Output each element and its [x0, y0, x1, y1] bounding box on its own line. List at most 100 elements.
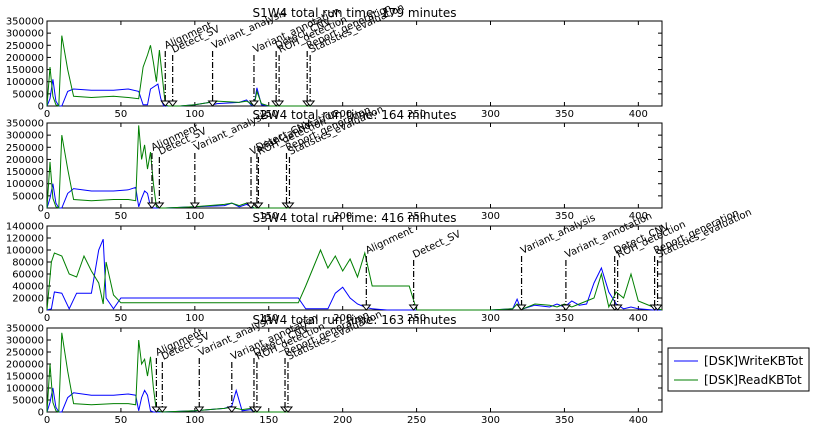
- y-tick-label: 0: [38, 204, 44, 215]
- y-tick-label: 40000: [12, 282, 44, 293]
- event-arrow-icon: [251, 406, 262, 413]
- event-arrow-icon: [151, 406, 162, 413]
- x-tick-label: 200: [333, 211, 352, 222]
- event-arrow-icon: [189, 202, 200, 209]
- y-tick-label: 350000: [6, 17, 44, 28]
- x-tick-label: 350: [555, 211, 574, 222]
- y-tick-label: 250000: [6, 143, 44, 154]
- subplot-title: S3W4 total run time: 416 minutes: [252, 211, 456, 225]
- y-tick-label: 200000: [6, 155, 44, 166]
- x-tick-label: 200: [333, 313, 352, 324]
- legend-box: [667, 347, 810, 392]
- x-tick-label: 50: [115, 211, 128, 222]
- x-tick-label: 150: [259, 211, 278, 222]
- legend: [DSK]WriteKBTot [DSK]ReadKBTot: [667, 347, 810, 392]
- x-tick-label: 400: [629, 415, 648, 426]
- y-tick-label: 100000: [6, 77, 44, 88]
- x-tick-label: 100: [185, 313, 204, 324]
- y-tick-label: 0: [38, 102, 44, 113]
- x-tick-label: 50: [115, 313, 128, 324]
- y-tick-label: 140000: [6, 222, 44, 233]
- y-tick-label: 50000: [12, 191, 44, 202]
- y-tick-label: 150000: [6, 65, 44, 76]
- event-arrow-icon: [194, 406, 205, 413]
- subplot-1: 0500001000001500002000002500003000003500…: [6, 2, 663, 120]
- y-tick-label: 100000: [6, 179, 44, 190]
- y-tick-label: 20000: [12, 294, 44, 305]
- y-tick-label: 0: [38, 408, 44, 419]
- event-arrow-icon: [612, 304, 623, 311]
- event-arrow-icon: [274, 100, 285, 107]
- subplot-title: S4W4 total run time: 163 minutes: [252, 313, 456, 327]
- x-tick-label: 100: [185, 211, 204, 222]
- x-tick-label: 150: [259, 313, 278, 324]
- y-tick-label: 200000: [6, 360, 44, 371]
- event-arrow-icon: [167, 100, 178, 107]
- event-arrow-icon: [207, 100, 218, 107]
- x-tick-label: 400: [629, 313, 648, 324]
- event-arrow-icon: [282, 406, 294, 413]
- event-arrow-icon: [361, 304, 372, 311]
- y-tick-label: 0: [38, 306, 44, 317]
- event-arrow-icon: [652, 304, 663, 311]
- y-tick-label: 300000: [6, 29, 44, 40]
- plot-area: [46, 225, 663, 311]
- y-tick-label: 50000: [12, 396, 44, 407]
- subplot-3: 0200004000060000800001000001200001400000…: [6, 207, 754, 324]
- x-tick-label: 300: [481, 313, 500, 324]
- legend-label: [DSK]ReadKBTot: [704, 373, 802, 387]
- event-arrow-icon: [154, 202, 165, 209]
- event-arrow-icon: [516, 304, 527, 311]
- event-arrow-icon: [284, 202, 295, 209]
- x-tick-label: 400: [629, 109, 648, 120]
- x-tick-label: 200: [333, 109, 352, 120]
- x-tick-label: 0: [44, 109, 50, 120]
- event-arrow-icon: [157, 406, 168, 413]
- x-tick-label: 250: [407, 313, 426, 324]
- event-arrow-icon: [560, 304, 571, 311]
- x-tick-label: 0: [44, 313, 50, 324]
- y-tick-label: 350000: [6, 119, 44, 130]
- x-tick-label: 250: [407, 109, 426, 120]
- x-tick-label: 250: [407, 211, 426, 222]
- y-tick-label: 80000: [12, 258, 44, 269]
- y-tick-label: 350000: [6, 324, 44, 335]
- y-tick-label: 100000: [6, 246, 44, 257]
- y-tick-label: 120000: [6, 234, 44, 245]
- subplot-title: S2W4 total run time: 164 minutes: [252, 108, 456, 122]
- x-tick-label: 350: [555, 109, 574, 120]
- x-tick-label: 0: [44, 211, 50, 222]
- x-tick-label: 0: [44, 415, 50, 426]
- y-tick-label: 150000: [6, 167, 44, 178]
- y-tick-label: 50000: [12, 89, 44, 100]
- series-line-write: [46, 387, 288, 413]
- legend-label: [DSK]WriteKBTot: [704, 354, 804, 368]
- y-tick-label: 300000: [6, 336, 44, 347]
- event-arrow-icon: [146, 202, 158, 209]
- event-arrow-icon: [226, 406, 237, 413]
- x-tick-label: 150: [259, 109, 278, 120]
- subplot-2: 0500001000001500002000002500003000003500…: [6, 104, 663, 222]
- y-tick-label: 200000: [6, 53, 44, 64]
- y-tick-label: 60000: [12, 270, 44, 281]
- y-tick-label: 300000: [6, 131, 44, 142]
- event-arrow-icon: [160, 100, 171, 107]
- series-line-read: [46, 248, 663, 311]
- y-tick-label: 250000: [6, 41, 44, 52]
- x-tick-label: 100: [185, 109, 204, 120]
- x-tick-label: 400: [629, 211, 648, 222]
- subplot-4: 0500001000001500002000002500003000003500…: [6, 309, 663, 426]
- y-tick-label: 100000: [6, 384, 44, 395]
- subplot-title: S1W4 total run time: 179 minutes: [252, 6, 456, 20]
- event-arrow-icon: [305, 100, 316, 107]
- y-tick-label: 250000: [6, 348, 44, 359]
- plot-area: [46, 122, 663, 209]
- event-arrow-icon: [245, 202, 257, 209]
- x-tick-label: 300: [481, 415, 500, 426]
- x-tick-label: 200: [333, 415, 352, 426]
- x-tick-label: 50: [115, 109, 128, 120]
- x-tick-label: 300: [481, 211, 500, 222]
- x-tick-label: 50: [115, 415, 128, 426]
- y-tick-label: 150000: [6, 372, 44, 383]
